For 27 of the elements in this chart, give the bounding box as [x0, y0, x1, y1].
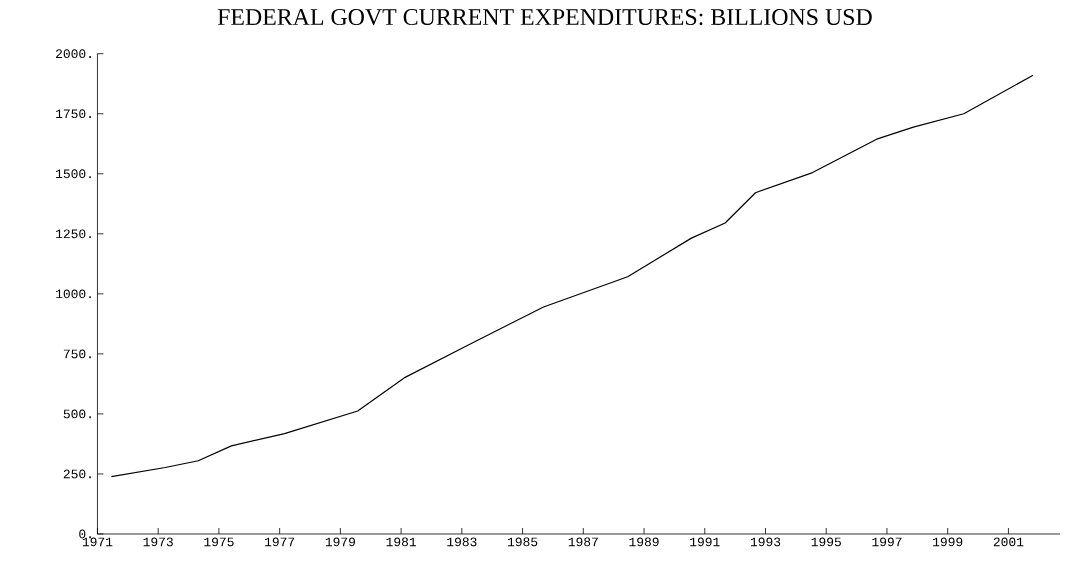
x-tick-label: 1981 [386, 537, 416, 547]
y-tick-label: 1500. [56, 169, 91, 179]
x-tick-label: 1977 [265, 537, 295, 547]
y-tick-label: 2000. [56, 49, 91, 59]
x-tick-label: 1973 [143, 537, 173, 547]
x-tick-label: 1997 [872, 537, 902, 547]
y-tick-label: 0. [79, 529, 91, 539]
x-tick-label: 1989 [629, 537, 659, 547]
x-tick-label: 1991 [690, 537, 720, 547]
y-tick-label: 750. [63, 349, 91, 359]
x-tick-label: 1983 [447, 537, 477, 547]
line-series [110, 74, 1034, 478]
x-tick-label: 1999 [933, 537, 963, 547]
y-tick-label: 250. [63, 469, 91, 479]
y-tick-label: 1000. [56, 289, 91, 299]
chart-title: FEDERAL GOVT CURRENT EXPENDITURES: BILLIONS USD [217, 9, 872, 26]
x-tick-label: 1987 [568, 537, 598, 547]
x-tick-label: 2001 [993, 537, 1024, 547]
x-tick-label: 1985 [508, 537, 538, 547]
x-tick-label: 1995 [811, 537, 841, 547]
y-tick-label: 1750. [56, 109, 91, 119]
x-tick-label: 1971 [82, 537, 113, 547]
x-tick-label: 1979 [325, 537, 355, 547]
x-tick-label: 1975 [204, 537, 234, 547]
y-tick-label: 500. [63, 409, 91, 419]
y-tick-label: 1250. [56, 229, 91, 239]
x-tick-label: 1993 [750, 537, 781, 547]
